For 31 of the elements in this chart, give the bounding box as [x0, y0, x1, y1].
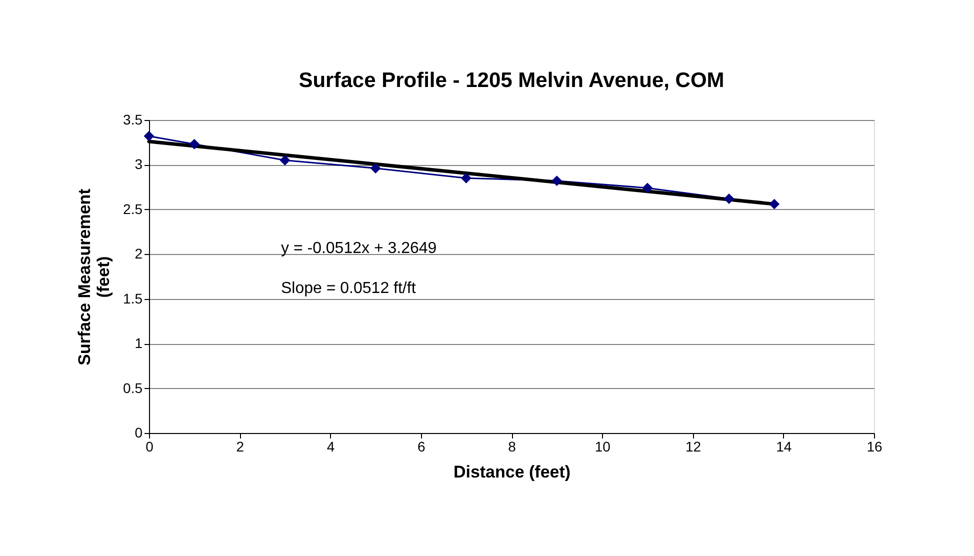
point	[189, 138, 200, 150]
point	[769, 198, 780, 210]
x-tick-label: 6	[417, 438, 426, 454]
y-axis-title: Surface Measurement (feet)	[75, 188, 114, 366]
point	[144, 130, 154, 142]
point	[280, 155, 290, 166]
x-tick-label: 2	[236, 438, 244, 454]
x-tick-label: 0	[146, 438, 154, 454]
point	[552, 176, 562, 186]
point	[642, 182, 653, 194]
y-tick-label: 3	[134, 156, 143, 172]
x-tick-label: 10	[594, 438, 611, 454]
annotation: y = -0.0512x + 3.2649	[281, 240, 437, 257]
x-tick-label: 4	[326, 438, 335, 454]
point	[724, 193, 734, 204]
y-tick-label: 3.5	[123, 112, 143, 128]
y-tick-label: 1.5	[123, 290, 143, 306]
y-tick-label: 0	[134, 424, 143, 440]
x-tick-label: 16	[866, 438, 882, 454]
annotation: Slope = 0.0512 ft/ft	[281, 280, 416, 297]
x-tick-label: 12	[685, 438, 702, 454]
y-tick-label: 1	[134, 335, 143, 352]
y-tick-label: 0.5	[123, 380, 143, 396]
y-tick-label: 2	[134, 246, 143, 262]
point	[370, 163, 381, 174]
y-tick-label: 2.5	[123, 200, 143, 217]
chart-title: Surface Profile - 1205 Melvin Avenue, COM	[298, 69, 724, 92]
x-axis-title: Distance (feet)	[453, 462, 571, 482]
x-tick-label: 8	[508, 438, 516, 454]
x-tick-label: 14	[776, 438, 792, 454]
point	[460, 172, 472, 184]
